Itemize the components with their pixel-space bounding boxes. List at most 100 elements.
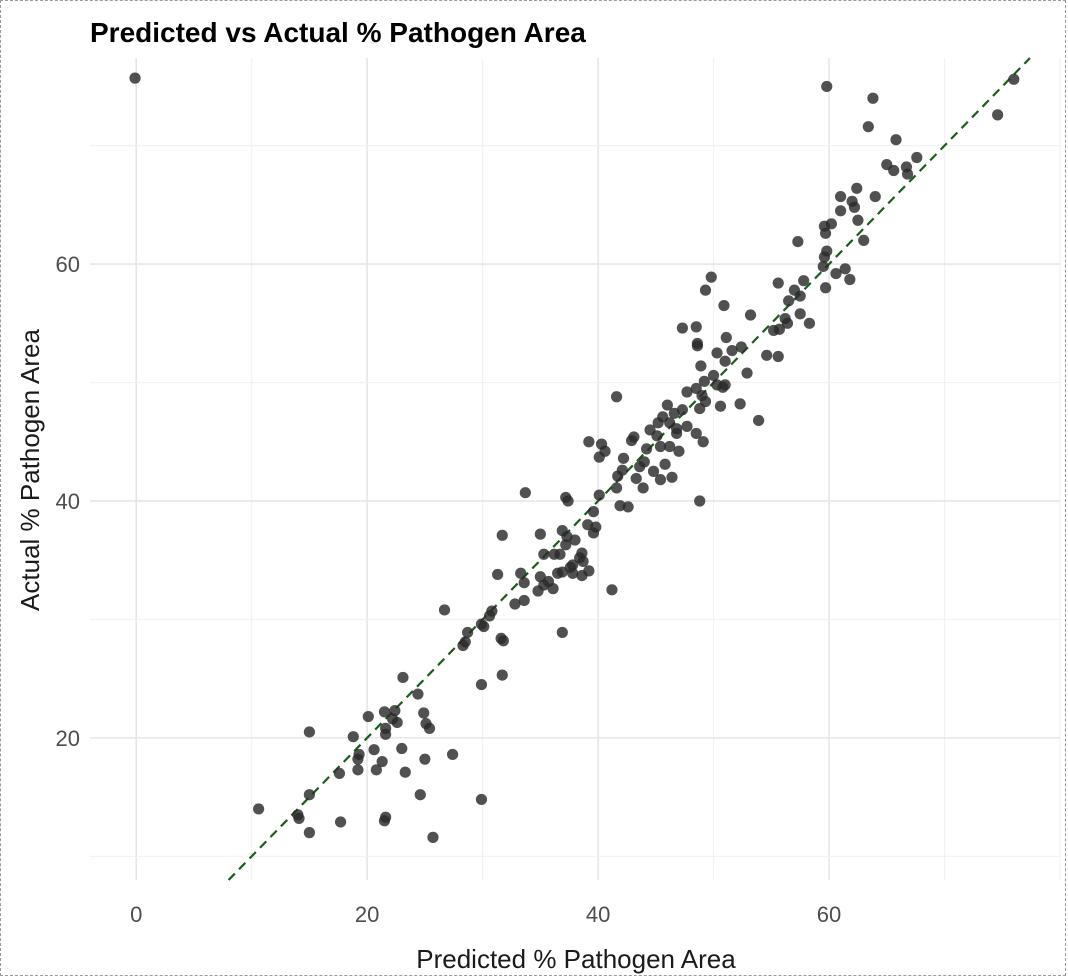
data-point — [397, 671, 409, 684]
data-point — [630, 472, 642, 485]
data-point — [792, 235, 804, 248]
data-point — [699, 284, 712, 296]
data-point — [333, 767, 346, 780]
x-tick-label: 40 — [586, 902, 610, 927]
data-point — [668, 407, 680, 419]
data-point — [567, 567, 579, 579]
data-point — [515, 567, 527, 579]
x-tick-label: 0 — [130, 902, 142, 927]
data-point — [651, 430, 663, 442]
reference-line — [227, 57, 1031, 881]
chart-title: Predicted vs Actual % Pathogen Area — [90, 17, 586, 48]
data-point — [562, 495, 574, 507]
data-point — [659, 458, 671, 470]
grid-lines — [90, 58, 1061, 880]
data-point — [423, 722, 436, 734]
data-point — [697, 436, 709, 448]
data-point — [418, 707, 430, 719]
data-point — [673, 445, 685, 457]
data-point — [803, 317, 816, 329]
data-point — [427, 831, 439, 843]
data-point — [519, 487, 531, 499]
data-point — [698, 375, 710, 387]
data-point — [362, 710, 374, 723]
data-point — [735, 341, 747, 353]
data-point — [834, 205, 847, 217]
data-point — [610, 482, 623, 494]
data-point — [378, 815, 391, 827]
data-point — [695, 360, 707, 372]
data-point — [419, 753, 431, 765]
data-point — [719, 355, 731, 367]
data-point — [852, 214, 864, 226]
data-point — [396, 742, 408, 755]
data-point — [717, 381, 729, 393]
data-point — [772, 277, 784, 289]
data-point — [380, 728, 392, 740]
y-tick-label: 60 — [56, 252, 80, 277]
data-point — [438, 604, 451, 616]
data-point — [690, 427, 702, 440]
data-point — [534, 528, 546, 540]
data-point — [666, 471, 678, 483]
data-point — [547, 583, 559, 595]
y-axis-title: Actual % Pathogen Area — [15, 329, 45, 611]
data-point — [744, 309, 757, 321]
data-point — [661, 399, 673, 411]
data-point — [690, 321, 702, 333]
data-point — [334, 816, 347, 828]
data-point — [844, 273, 856, 286]
y-tick-label: 20 — [56, 726, 80, 751]
data-point — [821, 80, 833, 93]
data-point — [293, 812, 305, 825]
data-point — [252, 803, 265, 815]
data-point — [478, 620, 490, 633]
data-point — [483, 610, 496, 622]
data-point — [625, 434, 638, 447]
data-point — [654, 474, 667, 486]
data-point — [890, 134, 902, 146]
data-points — [129, 72, 1020, 843]
data-point — [825, 218, 837, 230]
data-point — [869, 190, 881, 203]
data-point — [817, 260, 829, 273]
data-point — [446, 748, 459, 761]
data-point — [560, 539, 572, 551]
data-point — [1008, 73, 1020, 85]
data-point — [867, 92, 879, 104]
data-point — [819, 227, 832, 239]
x-tick-labels: 0 20 40 60 — [130, 902, 841, 927]
data-point — [851, 182, 863, 194]
data-point — [781, 317, 794, 329]
data-point — [475, 678, 488, 691]
x-tick-label: 20 — [355, 902, 379, 927]
data-point — [694, 495, 706, 507]
data-point — [303, 726, 316, 738]
data-point — [794, 290, 806, 302]
data-point — [647, 465, 660, 477]
data-point — [412, 688, 424, 700]
data-point — [475, 793, 488, 806]
data-point — [129, 72, 141, 84]
data-point — [583, 436, 595, 448]
data-point — [552, 567, 564, 579]
data-point — [606, 584, 618, 596]
data-point — [368, 744, 380, 756]
data-point — [376, 755, 388, 768]
data-point — [593, 489, 605, 501]
data-point — [794, 308, 806, 320]
data-point — [587, 506, 600, 518]
data-point — [705, 271, 717, 283]
data-point — [583, 565, 595, 577]
data-point — [681, 386, 693, 398]
data-point — [496, 529, 508, 541]
y-tick-label: 40 — [56, 489, 80, 514]
data-point — [614, 500, 626, 512]
data-point — [378, 706, 391, 718]
data-point — [654, 440, 667, 453]
data-point — [694, 402, 706, 415]
data-point — [664, 440, 676, 453]
data-point — [399, 766, 411, 778]
data-point — [768, 324, 780, 337]
data-point — [818, 251, 831, 263]
